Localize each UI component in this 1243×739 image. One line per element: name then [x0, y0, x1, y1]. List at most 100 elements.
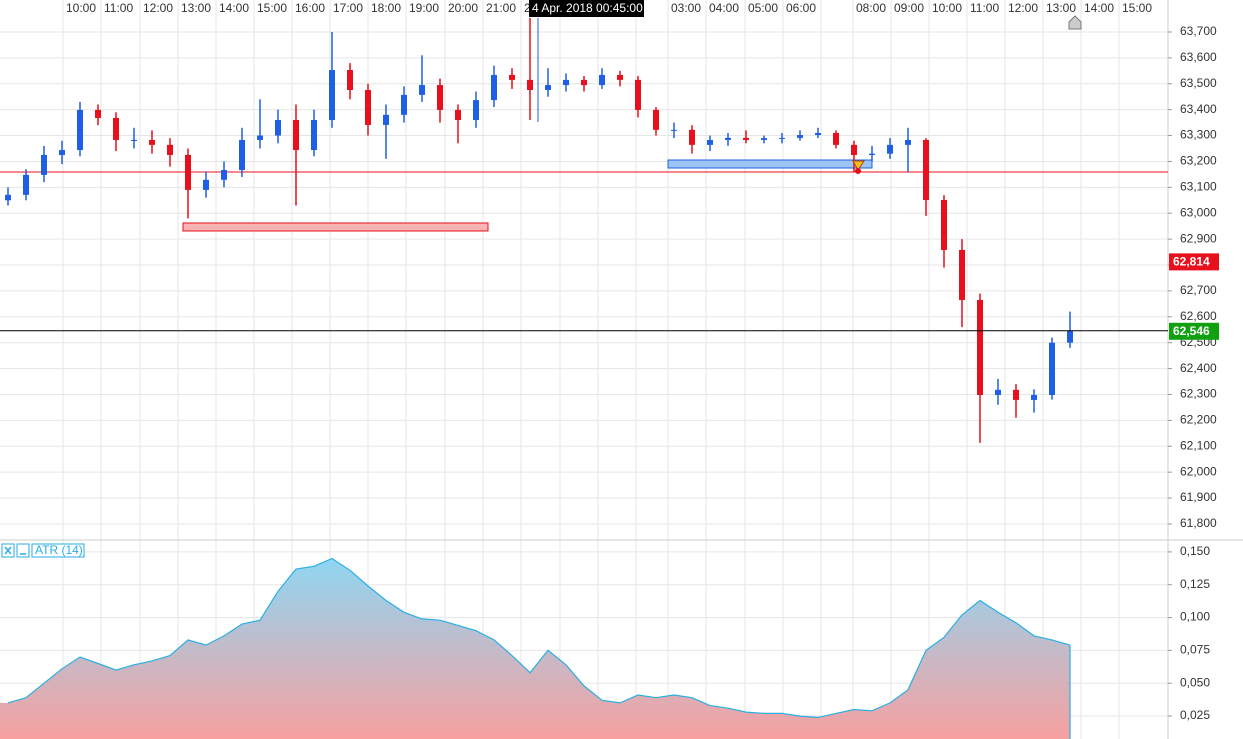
candle-body: [455, 109, 461, 121]
candle-body: [815, 132, 821, 136]
candle-body: [41, 154, 47, 175]
candle-body: [887, 144, 893, 154]
candle-body: [923, 139, 929, 201]
y-tick-label: 62,000: [1180, 464, 1217, 478]
crosshair-label-bg: [529, 0, 644, 17]
x-tick-label: 18:00: [371, 1, 401, 15]
candle-body: [149, 139, 155, 145]
y-tick-label: 62,700: [1180, 283, 1217, 297]
price-tag-label: 62,546: [1173, 324, 1210, 338]
y-tick-label: 0,125: [1180, 577, 1210, 591]
zone-rect: [182, 222, 489, 232]
x-tick-label: 10:00: [932, 1, 962, 15]
candle-body: [869, 153, 875, 155]
x-tick-label: 19:00: [409, 1, 439, 15]
y-tick-label: 61,900: [1180, 490, 1217, 504]
y-tick-label: 0,025: [1180, 708, 1210, 722]
candle-body: [653, 109, 659, 130]
candle-body: [275, 120, 281, 136]
x-tick-label: 21:00: [486, 1, 516, 15]
candle-body: [1031, 395, 1037, 400]
x-tick-label: 14:00: [219, 1, 249, 15]
y-tick-label: 0,100: [1180, 610, 1210, 624]
labels: 63,700 63,600 63,500 63,400 63,300 63,200 63,1…: [0, 0, 1219, 722]
indicator-tag[interactable]: [31, 543, 85, 558]
y-tick-label: 0,150: [1180, 544, 1210, 558]
price-tag-label: 62,814: [1173, 255, 1210, 269]
candle-body: [707, 139, 713, 145]
alert-dot: [855, 168, 861, 174]
y-tick-label: 0,050: [1180, 675, 1210, 689]
scroll-arrow[interactable]: [1068, 15, 1082, 30]
candle-body: [905, 139, 911, 145]
y-tick-label: 62,600: [1180, 309, 1217, 323]
candle-body: [239, 139, 245, 170]
candle-body: [833, 132, 839, 145]
y-tick-label: 63,600: [1180, 50, 1217, 64]
candle-body: [329, 70, 335, 121]
close-icon[interactable]: [4, 546, 12, 555]
x-tick-label: 12:00: [143, 1, 173, 15]
candle-body: [59, 150, 65, 155]
candle-body: [221, 169, 227, 180]
y-tick-label: 63,400: [1180, 102, 1217, 116]
atr-panel: [0, 557, 1071, 739]
x-tick-label: 11:00: [104, 1, 133, 15]
minimize-button[interactable]: [16, 543, 30, 558]
candle-body: [563, 79, 569, 86]
x-tick-label: 04:00: [709, 1, 739, 15]
candle-body: [95, 109, 101, 118]
zone-rect: [667, 159, 873, 169]
alert-marker: [852, 160, 865, 171]
candle-body: [959, 250, 965, 300]
candle-body: [23, 174, 29, 195]
candle-body: [635, 79, 641, 110]
x-tick-label: 13:00: [181, 1, 211, 15]
candle-body: [995, 389, 1001, 395]
x-tick-label: 15:00: [1122, 1, 1152, 15]
candle-body: [365, 89, 371, 125]
candle-body: [419, 85, 425, 95]
candle-body: [113, 117, 119, 140]
candle-body: [185, 154, 191, 190]
candle-body: [527, 79, 533, 90]
candle-body: [491, 74, 497, 101]
atr-area: [0, 558, 1070, 739]
x-tick-label: 16:00: [295, 1, 325, 15]
x-tick-label: 09:00: [894, 1, 924, 15]
candle-body: [5, 194, 11, 201]
grid: [0, 0, 1168, 739]
x-tick-label: 06:00: [786, 1, 816, 15]
x-tick-label: 10:00: [66, 1, 96, 15]
candle-body: [671, 129, 677, 131]
candle-body: [347, 70, 353, 90]
candle-body: [293, 120, 299, 151]
candle-body: [167, 144, 173, 155]
candle-body: [401, 94, 407, 115]
candle-body: [725, 137, 731, 140]
candle-body: [599, 74, 605, 86]
y-tick-label: 63,700: [1180, 24, 1217, 38]
candles: [5, 18, 1073, 443]
atr-line: [7, 557, 1071, 719]
candle-body: [689, 129, 695, 145]
candle-body: [1049, 342, 1055, 395]
candle-body: [941, 200, 947, 250]
candle-body: [311, 120, 317, 151]
y-tick-label: 63,200: [1180, 154, 1217, 168]
y-tick-label: 62,300: [1180, 387, 1217, 401]
candle-body: [761, 138, 767, 140]
candle-body: [203, 179, 209, 190]
candle-body: [131, 139, 137, 141]
x-tick-label: 20:00: [448, 1, 478, 15]
candle-body: [1067, 330, 1073, 343]
x-tick-label: 17:00: [333, 1, 363, 15]
x-tick-label: 11:00: [970, 1, 999, 15]
price-tag: [1169, 322, 1219, 340]
candle-body: [383, 114, 389, 125]
y-tick-label: 63,100: [1180, 180, 1217, 194]
candle-body: [509, 74, 515, 80]
x-tick-label: 12:00: [1008, 1, 1038, 15]
y-tick-label: 63,000: [1180, 205, 1217, 219]
